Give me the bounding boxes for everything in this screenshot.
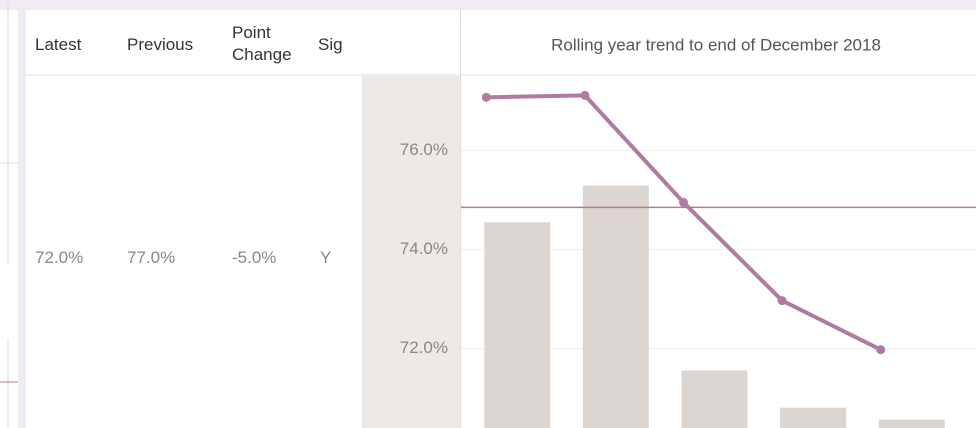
- table-cell: Y: [320, 248, 332, 267]
- column-header: Latest: [35, 35, 82, 54]
- y-tick-label: 74.0%: [400, 239, 448, 258]
- trend-point: [679, 197, 688, 207]
- y-tick-label: 76.0%: [400, 140, 448, 159]
- chart-title: Rolling year trend to end of December 20…: [551, 35, 881, 54]
- table-cell: -5.0%: [232, 248, 277, 267]
- y-tick-label: 72.0%: [400, 338, 448, 357]
- trend-point: [876, 345, 886, 355]
- trend-point: [777, 296, 787, 306]
- trend-point: [481, 92, 491, 102]
- bar: [878, 419, 945, 428]
- bar: [582, 185, 649, 428]
- bar: [681, 370, 748, 428]
- bar: [780, 407, 847, 428]
- table-cell: 77.0%: [127, 248, 176, 267]
- table-cell: 72.0%: [35, 248, 84, 267]
- trend-point: [580, 90, 590, 100]
- column-header: Previous: [127, 35, 194, 54]
- left-gap: [18, 0, 26, 428]
- column-header: Sig: [318, 35, 343, 54]
- bar: [484, 222, 551, 428]
- axis-panel: [362, 76, 460, 428]
- top-band: [0, 0, 976, 10]
- column-header: Point Change: [232, 23, 292, 64]
